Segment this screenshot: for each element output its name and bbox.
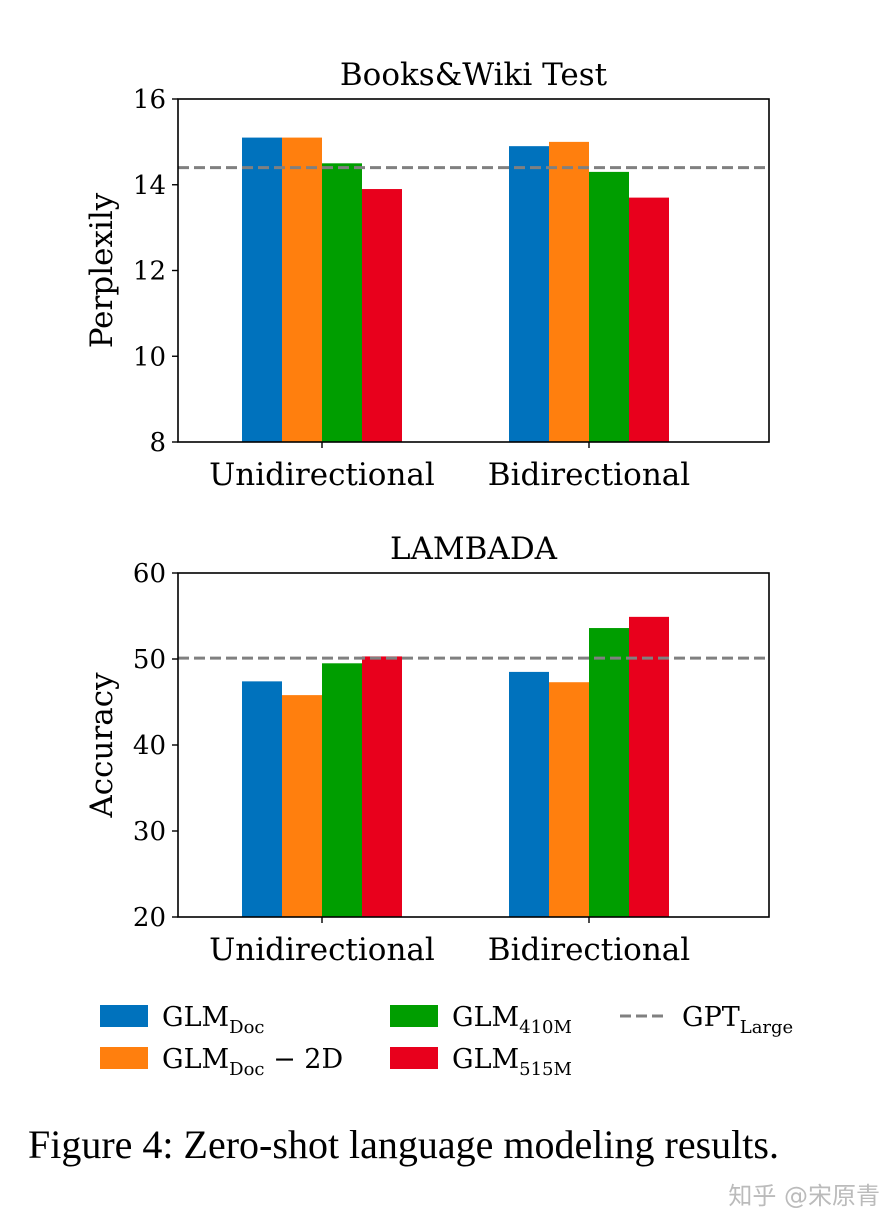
bar-GLM_Doc-Unidirectional [242, 681, 282, 917]
chart-panel-0: Books&Wiki Test 8 10 12 14 16 Unidirectional Bi… [84, 57, 770, 493]
legend-swatch [100, 1005, 148, 1027]
x-tick-label: Bidirectional [488, 457, 690, 493]
chart-title: LAMBADA [390, 531, 558, 567]
y-tick-label: 8 [149, 428, 166, 458]
bar-GLM_Doc - 2D-Unidirectional [282, 695, 322, 917]
y-tick-label: 10 [133, 342, 166, 372]
y-tick-label: 14 [133, 171, 166, 201]
y-tick-label: 20 [133, 903, 166, 933]
bar-GLM_Doc-Bidirectional [509, 671, 549, 917]
y-tick-label: 30 [133, 817, 166, 847]
y-tick-label: 40 [133, 731, 166, 761]
bar-GLM_515M-Unidirectional [362, 189, 402, 442]
y-axis-label: Accuracy [84, 672, 120, 819]
bar-GLM_410M-Bidirectional [589, 171, 629, 442]
legend-item-4: GPTLarge [620, 1002, 793, 1038]
bar-GLM_Doc-Unidirectional [242, 137, 282, 442]
bar-GLM_Doc - 2D-Unidirectional [282, 137, 322, 442]
x-tick-label: Unidirectional [209, 457, 435, 493]
bar-GLM_515M-Bidirectional [629, 197, 669, 442]
legend-item-2: GLM410M [390, 1002, 572, 1038]
legend-label: GLM410M [452, 1002, 572, 1038]
y-tick-label: 12 [133, 257, 166, 287]
legend-item-1: GLMDoc − 2D [100, 1044, 343, 1080]
bar-GLM_515M-Bidirectional [629, 616, 669, 917]
bar-GLM_410M-Bidirectional [589, 628, 629, 917]
chart-title: Books&Wiki Test [340, 57, 608, 93]
y-axis-label: Perplexily [84, 192, 120, 348]
bar-GLM_410M-Unidirectional [322, 163, 362, 442]
y-tick-label: 16 [133, 85, 166, 115]
y-tick-label: 60 [133, 559, 166, 589]
bar-GLM_410M-Unidirectional [322, 663, 362, 917]
legend-swatch [100, 1047, 148, 1069]
legend-label: GLMDoc − 2D [162, 1044, 343, 1080]
chart-panel-1: LAMBADA 20 30 40 50 60 Unidirectional Bidirecti… [84, 531, 770, 968]
legend-item-0: GLMDoc [100, 1002, 265, 1038]
legend-swatch [390, 1047, 438, 1069]
legend-label: GPTLarge [682, 1002, 793, 1038]
watermark: 知乎 @宋原青 [728, 1182, 880, 1210]
legend-swatch [390, 1005, 438, 1027]
bar-GLM_515M-Unidirectional [362, 656, 402, 917]
legend-item-3: GLM515M [390, 1044, 572, 1080]
legend-label: GLM515M [452, 1044, 572, 1080]
bar-GLM_Doc-Bidirectional [509, 146, 549, 442]
x-tick-label: Bidirectional [488, 932, 690, 968]
x-tick-label: Unidirectional [209, 932, 435, 968]
figure-caption: Figure 4: Zero-shot language modeling re… [28, 1122, 779, 1167]
bar-GLM_Doc - 2D-Bidirectional [549, 141, 589, 442]
legend-label: GLMDoc [162, 1002, 265, 1038]
y-tick-label: 50 [133, 645, 166, 675]
bar-GLM_Doc - 2D-Bidirectional [549, 682, 589, 917]
